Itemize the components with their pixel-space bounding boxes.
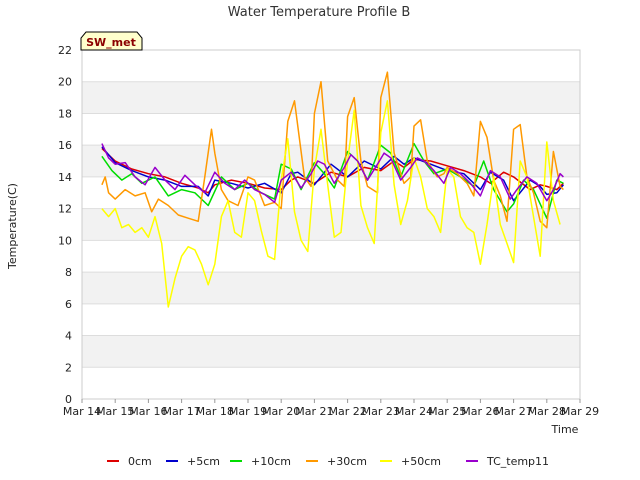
site-label-badge (80, 31, 143, 51)
legend-label: +50cm (401, 455, 441, 468)
y-tick-label: 10 (58, 234, 72, 247)
y-tick-label: 20 (58, 76, 72, 89)
x-tick-label: Mar 27 (494, 405, 532, 418)
y-tick-label: 4 (65, 330, 72, 343)
y-tick-label: 0 (65, 393, 72, 406)
legend-label: +30cm (327, 455, 367, 468)
y-axis-title: Temperature(C) (6, 183, 19, 270)
legend-item: 0cm (107, 455, 152, 468)
x-tick-label: Mar 22 (328, 405, 366, 418)
plot-band (82, 81, 580, 114)
y-tick-label: 14 (58, 171, 72, 184)
x-tick-label: Mar 15 (96, 405, 134, 418)
legend-item: TC_temp11 (466, 455, 549, 468)
y-tick-label: 12 (58, 203, 72, 216)
x-tick-label: Mar 16 (129, 405, 167, 418)
x-tick-label: Mar 19 (229, 405, 267, 418)
x-tick-label: Mar 25 (428, 405, 466, 418)
x-tick-label: Mar 24 (395, 405, 433, 418)
series-line--5cm (101, 146, 564, 202)
series-line-tc-temp11 (101, 143, 564, 204)
legend-item: +10cm (230, 455, 291, 468)
x-tick-label: Mar 14 (63, 405, 101, 418)
plot-bands (82, 81, 580, 368)
plot-band (82, 272, 580, 304)
y-tick-label: 8 (65, 266, 72, 279)
x-tick-label: Mar 17 (162, 405, 200, 418)
x-tick-label: Mar 26 (461, 405, 499, 418)
y-tick-label: 18 (58, 107, 72, 120)
y-tick-label: 6 (65, 298, 72, 311)
legend-item: +5cm (166, 455, 220, 468)
legend-label: 0cm (128, 455, 152, 468)
site-label: SW_met (86, 36, 136, 49)
legend: 0cm +5cm +10cm +30cm +50cm TC_temp11 (107, 455, 549, 468)
x-tick-label: Mar 20 (262, 405, 300, 418)
y-tick-label: 22 (58, 44, 72, 57)
series-lines (101, 71, 564, 308)
legend-label: +5cm (187, 455, 220, 468)
legend-item: +30cm (306, 455, 367, 468)
plot-band (82, 335, 580, 368)
x-axis-title: Time (551, 423, 579, 436)
y-tick-label: 16 (58, 139, 72, 152)
series-line--50cm (101, 100, 561, 308)
x-tick-label: Mar 18 (196, 405, 234, 418)
y-axis-ticks: 0 2 4 6 8 10 12 14 16 18 20 22 (58, 44, 72, 406)
y-tick-label: 2 (65, 361, 72, 374)
x-tick-label: Mar 28 (528, 405, 566, 418)
legend-label: +10cm (251, 455, 291, 468)
legend-label: TC_temp11 (486, 455, 549, 468)
legend-item: +50cm (380, 455, 441, 468)
x-tick-label: Mar 21 (295, 405, 333, 418)
x-tick-label: Mar 23 (362, 405, 400, 418)
site-label-box: SW_met (80, 31, 143, 51)
x-tick-label: Mar 29 (561, 405, 599, 418)
chart-title: Water Temperature Profile B (228, 5, 411, 20)
plot-frame (81, 49, 581, 400)
